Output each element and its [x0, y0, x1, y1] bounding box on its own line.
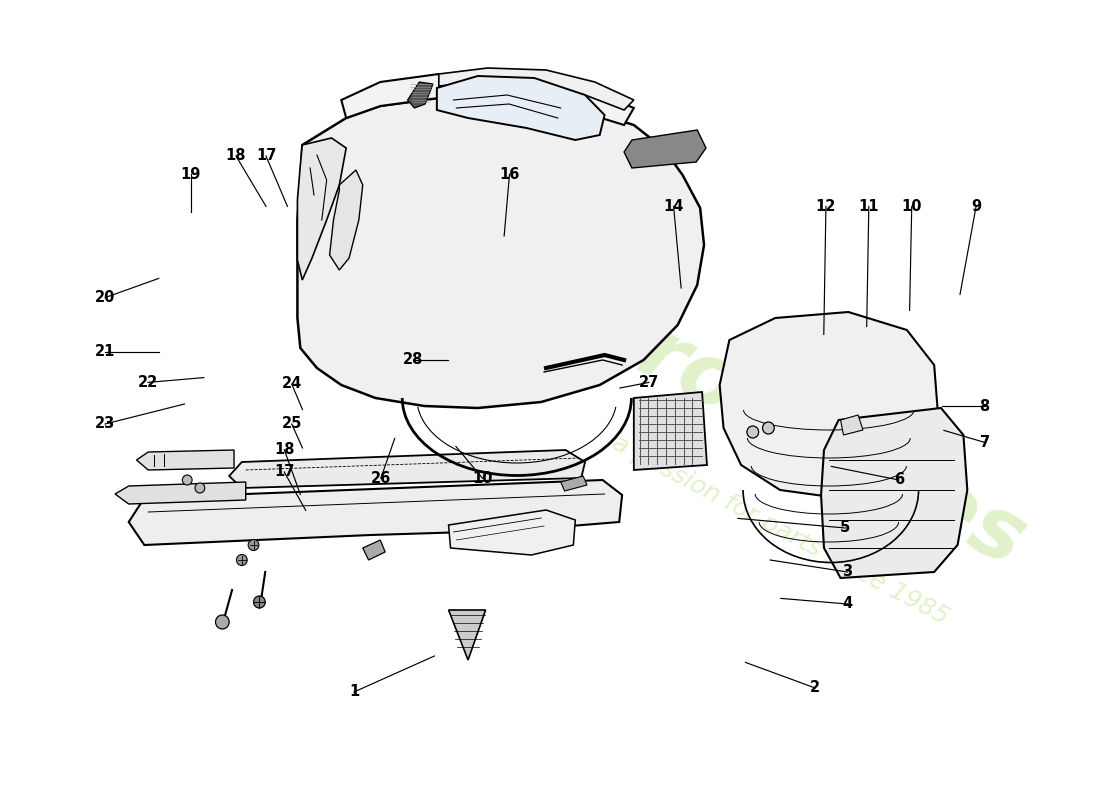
Polygon shape [561, 476, 587, 491]
Polygon shape [136, 450, 234, 470]
Circle shape [747, 426, 759, 438]
Polygon shape [624, 130, 706, 168]
Text: 8: 8 [980, 399, 990, 414]
Text: 25: 25 [282, 417, 301, 431]
Polygon shape [449, 510, 575, 555]
Text: 2: 2 [810, 681, 821, 695]
Polygon shape [129, 480, 623, 545]
Text: eurospares: eurospares [520, 255, 1040, 585]
Polygon shape [719, 312, 938, 498]
Text: 18: 18 [226, 149, 246, 163]
Text: 3: 3 [843, 565, 852, 579]
Polygon shape [634, 392, 707, 470]
Polygon shape [449, 610, 485, 660]
Polygon shape [330, 170, 363, 270]
Polygon shape [437, 76, 605, 140]
Polygon shape [821, 408, 967, 578]
Text: 21: 21 [95, 345, 116, 359]
Text: 7: 7 [980, 435, 990, 450]
Polygon shape [363, 540, 385, 560]
Text: 17: 17 [256, 149, 276, 163]
Text: 16: 16 [499, 167, 519, 182]
Text: 14: 14 [663, 199, 684, 214]
Text: 24: 24 [282, 377, 301, 391]
Text: 12: 12 [816, 199, 836, 214]
Text: 5: 5 [840, 521, 850, 535]
Circle shape [183, 475, 192, 485]
Polygon shape [297, 138, 346, 280]
Circle shape [762, 422, 774, 434]
Text: 10: 10 [472, 471, 493, 486]
Polygon shape [408, 82, 433, 108]
Text: 19: 19 [180, 167, 201, 182]
Text: 27: 27 [639, 375, 659, 390]
Polygon shape [297, 98, 704, 408]
Circle shape [216, 615, 229, 629]
Circle shape [236, 554, 248, 566]
Text: 1: 1 [349, 685, 359, 699]
Text: a passion for parts since 1985: a passion for parts since 1985 [607, 430, 953, 630]
Circle shape [249, 539, 258, 550]
Polygon shape [341, 74, 634, 125]
Polygon shape [840, 415, 864, 435]
Polygon shape [439, 68, 634, 110]
Text: 11: 11 [859, 199, 879, 214]
Text: 10: 10 [902, 199, 922, 214]
Text: 6: 6 [894, 473, 904, 487]
Text: 22: 22 [138, 375, 158, 390]
Text: 18: 18 [274, 442, 295, 457]
Text: 17: 17 [274, 465, 295, 479]
Text: 28: 28 [403, 353, 424, 367]
Text: 26: 26 [371, 471, 390, 486]
Text: 20: 20 [95, 290, 116, 305]
Circle shape [195, 483, 205, 493]
Text: 4: 4 [843, 597, 852, 611]
Polygon shape [116, 482, 245, 504]
Polygon shape [229, 450, 585, 488]
Text: 9: 9 [971, 199, 981, 214]
Text: 23: 23 [95, 417, 116, 431]
Circle shape [253, 596, 265, 608]
